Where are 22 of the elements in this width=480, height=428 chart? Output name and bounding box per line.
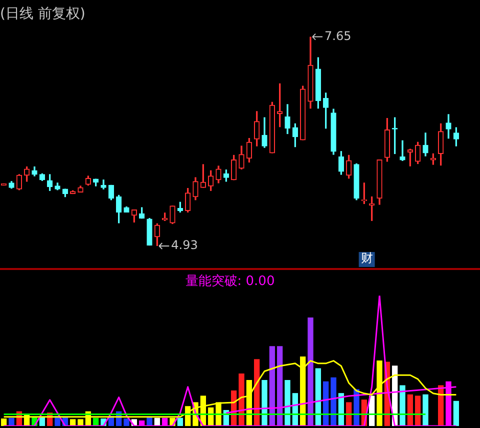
text: 财 <box>360 251 373 266</box>
bar <box>330 377 336 426</box>
bar <box>177 418 183 426</box>
chart-title: (日线 前复权) <box>0 6 86 22</box>
bar <box>308 317 314 426</box>
annotation: 7.65 <box>324 28 352 43</box>
bar <box>453 400 459 426</box>
annotation: 4.93 <box>171 238 198 252</box>
bar <box>277 346 283 426</box>
bar <box>346 402 352 426</box>
chart-title: 量能突破: 0.00 <box>185 274 275 290</box>
bar <box>415 396 421 426</box>
bar <box>269 346 275 426</box>
bar <box>315 368 321 426</box>
bar <box>284 380 290 426</box>
candlestick <box>400 140 406 161</box>
bar <box>407 394 413 426</box>
bar <box>262 380 268 426</box>
bar <box>124 418 130 426</box>
bar <box>422 394 428 426</box>
bar <box>8 418 14 426</box>
bar <box>400 385 406 426</box>
